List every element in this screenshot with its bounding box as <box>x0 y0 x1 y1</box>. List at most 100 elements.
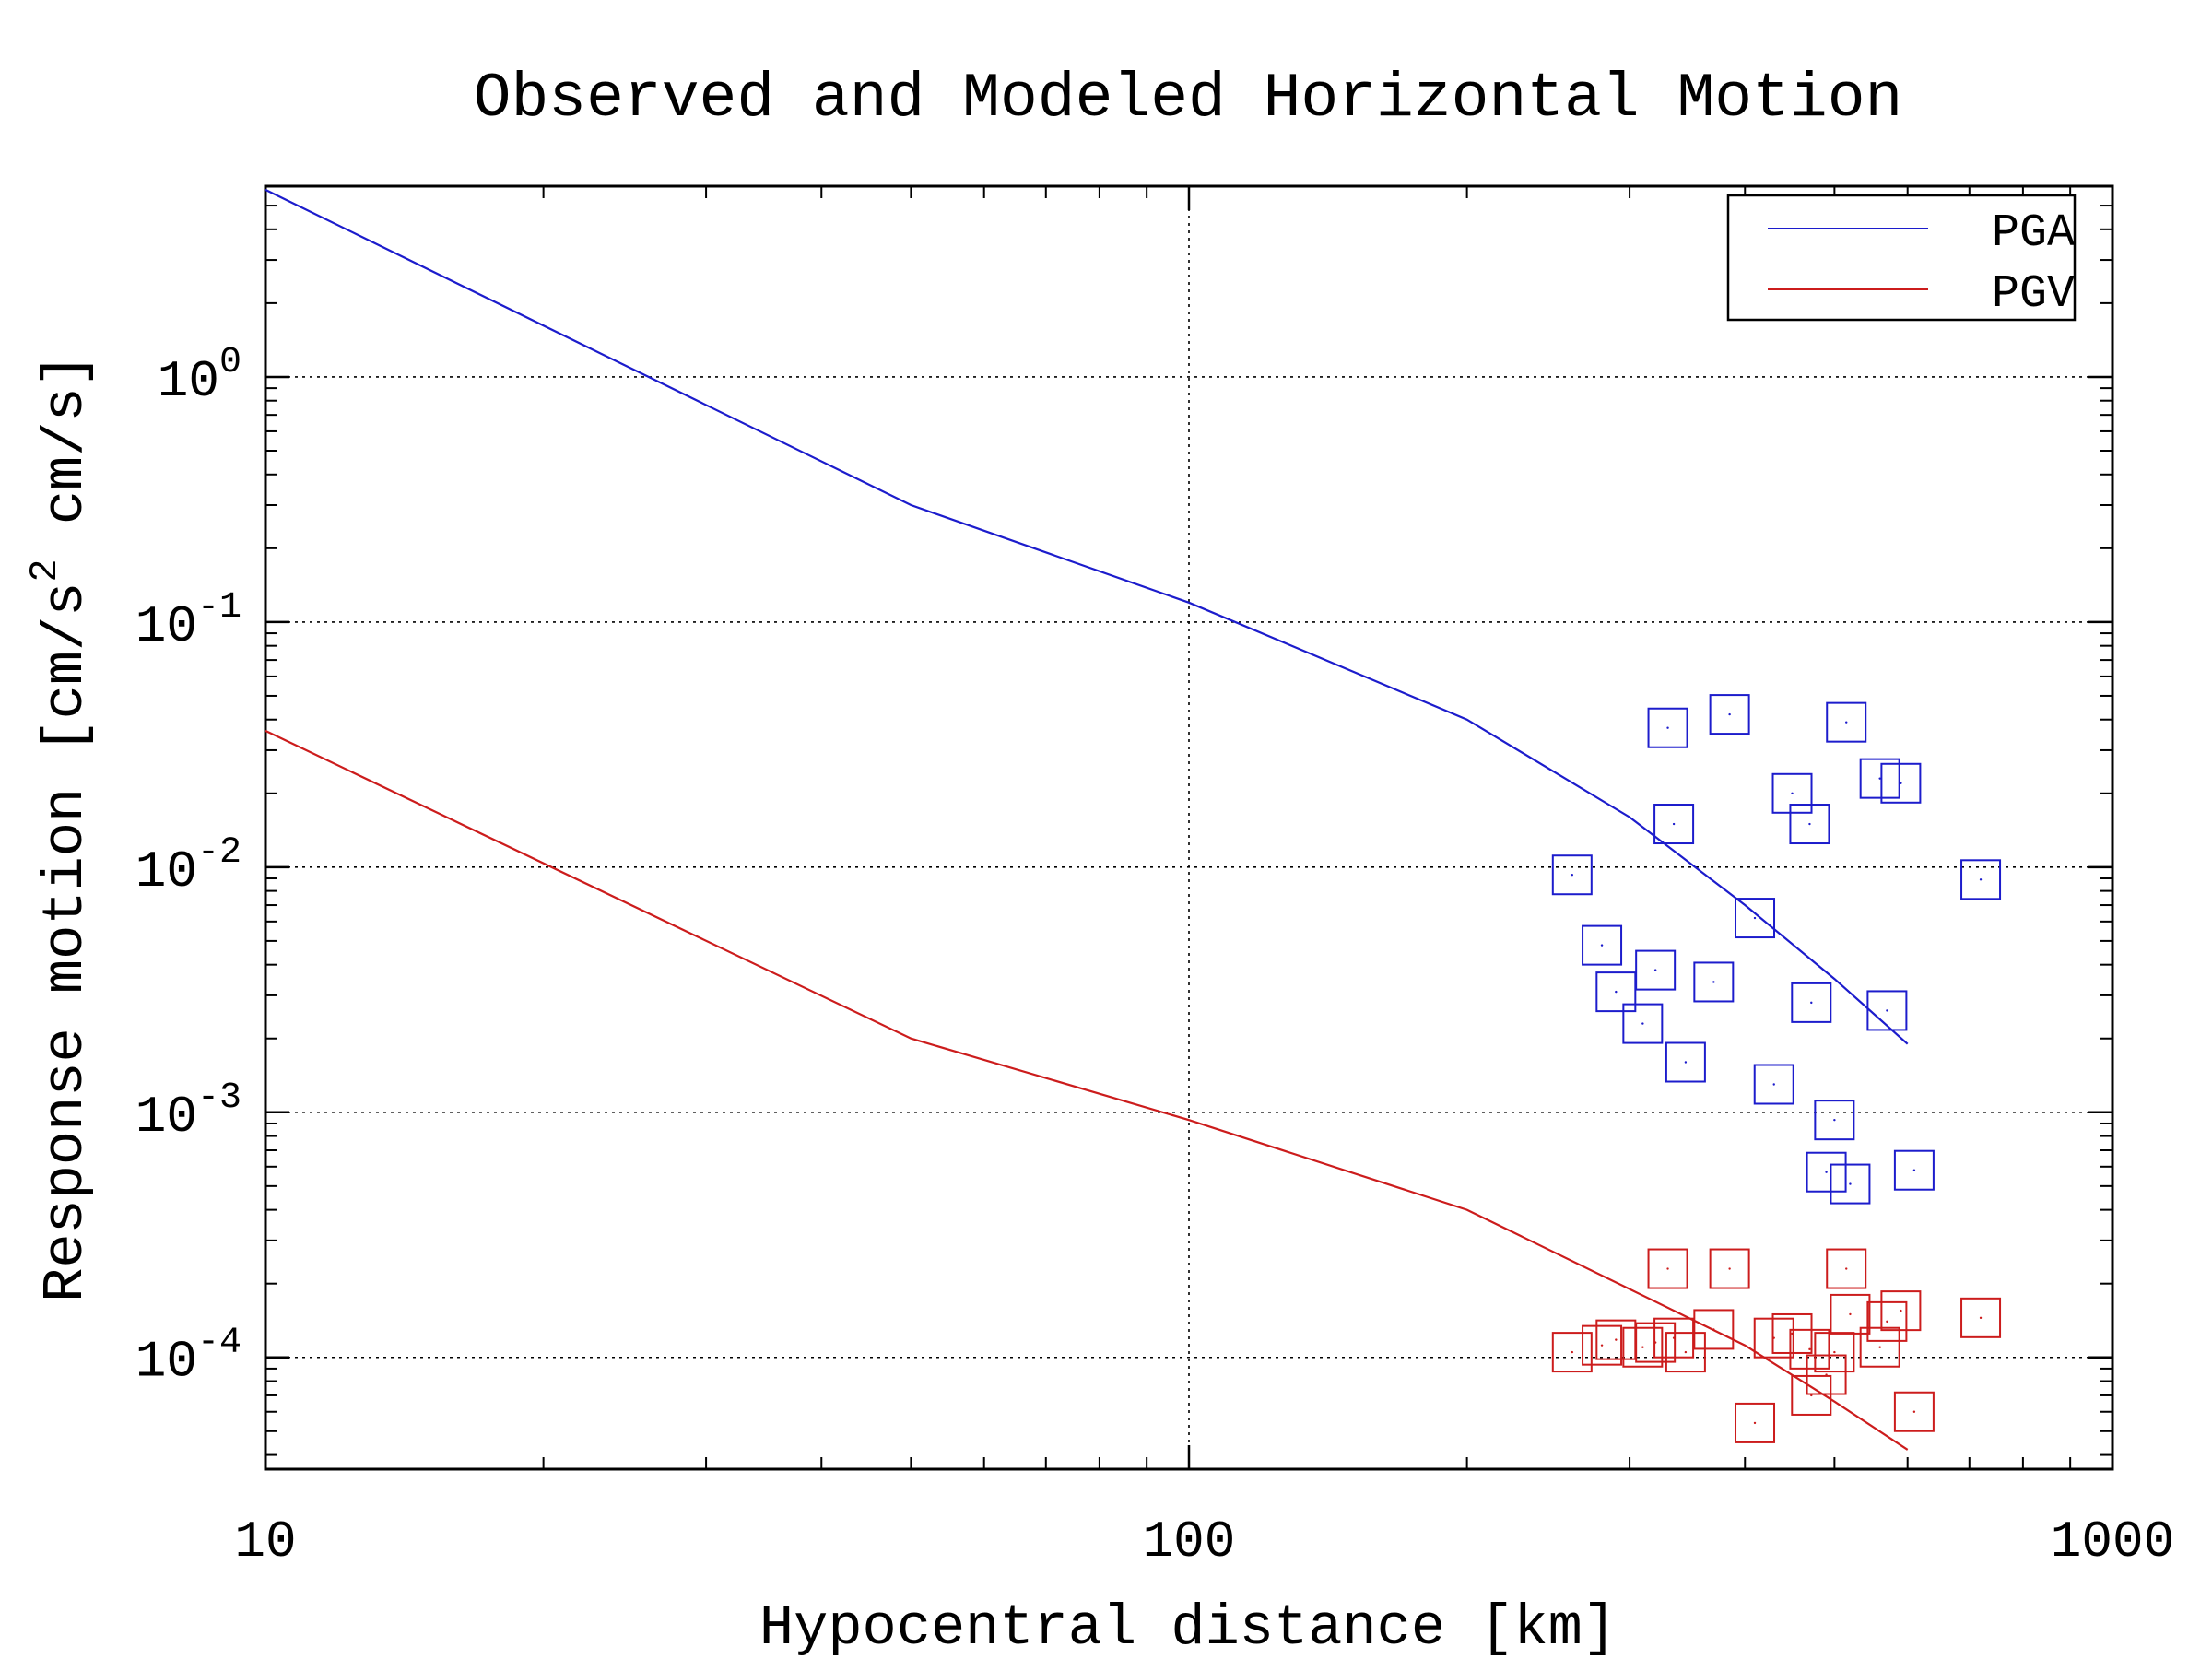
pga-observed-point <box>1900 782 1902 784</box>
pga-observed-point <box>1825 1171 1828 1173</box>
y-axis-label-main: Response motion [cm/s <box>33 582 99 1302</box>
pga-observed-point <box>1849 1182 1852 1185</box>
pgv-observed-point <box>1878 1346 1881 1348</box>
pgv-observed-point <box>1666 1267 1669 1270</box>
pgv-observed-point <box>1833 1350 1836 1354</box>
y-tick-label: 10-1 <box>135 587 241 656</box>
pgv-observed-marker <box>1960 1297 2002 1338</box>
pgv-observed-marker <box>1653 1317 1695 1359</box>
y-tick-label-exponent: -4 <box>197 1323 241 1364</box>
plot-area-frame <box>264 184 2114 1471</box>
pga-observed-point <box>1641 1022 1644 1025</box>
pga-observed-point <box>1712 981 1715 983</box>
y-tick-label-base: 10 <box>135 597 197 656</box>
pga-observed-marker <box>1826 701 1867 743</box>
pga-observed-marker <box>1771 772 1813 814</box>
pgv-observed-point <box>1886 1320 1888 1324</box>
model-curves <box>265 188 1909 1451</box>
y-axis-label: Response motion [cm/s2 cm/s] <box>23 353 99 1302</box>
y-tick-label-exponent: -2 <box>197 832 241 874</box>
x-tick-labels: 10 100 1000 <box>234 1512 2174 1571</box>
pga-observed-marker <box>1551 854 1593 896</box>
pga-observed-marker <box>1814 1100 1855 1141</box>
pgv-observed-marker <box>1791 1374 1832 1416</box>
pga-observed-marker <box>1880 762 1922 804</box>
pgv-observed-marker <box>1771 1312 1813 1354</box>
pgv-observed-marker <box>1866 1300 1908 1342</box>
pga-observed-marker <box>1806 1151 1847 1193</box>
pgv-observed-point <box>1900 1309 1902 1312</box>
y-tick-label-base: 10 <box>135 842 197 901</box>
pgv-observed-marker <box>1551 1332 1593 1373</box>
pgv-observed-marker <box>1893 1391 1935 1432</box>
x-tick-label: 10 <box>234 1512 296 1571</box>
pga-observed-point <box>1979 878 1983 881</box>
pga-observed-point <box>1833 1118 1836 1122</box>
y-tick-label-exponent: -1 <box>197 587 241 629</box>
pga-observed-point <box>1666 726 1669 729</box>
pgv-observed-point <box>1753 1421 1757 1425</box>
y-axis-label-unit: cm/s] <box>33 353 99 559</box>
pga-observed-marker <box>1830 1163 1871 1205</box>
pgv-observed-marker <box>1753 1317 1794 1359</box>
pga-observed-marker <box>1791 982 1832 1023</box>
pgv-observed-point <box>1791 1332 1794 1335</box>
pga-observed-marker <box>1753 1064 1794 1105</box>
pga-observed-marker <box>1653 804 1695 845</box>
pga-observed-marker <box>1859 758 1900 799</box>
legend: PGA PGV <box>1726 194 2077 322</box>
pga-observed-marker <box>1665 1041 1706 1083</box>
pga-observed-point <box>1912 1169 1916 1171</box>
pga-observed-point <box>1672 822 1676 826</box>
chart-title: Observed and Modeled Horizontal Motion <box>474 64 1903 135</box>
pgv-observed-point <box>1600 1344 1604 1347</box>
pgv-observed-point <box>1912 1410 1916 1413</box>
pgv-observed-point <box>1808 1347 1811 1351</box>
pgv-observed-marker <box>1647 1248 1688 1289</box>
pgv-observed-marker <box>1806 1354 1847 1395</box>
pga-observed-point <box>1571 874 1574 877</box>
pga-observed-point <box>1753 916 1757 920</box>
pga-observed-marker <box>1789 804 1830 845</box>
pgv-model-curve <box>265 729 1909 1451</box>
pga-observed-point <box>1653 969 1657 971</box>
pga-observed-point <box>1791 792 1794 794</box>
x-tick-label: 1000 <box>2051 1512 2174 1571</box>
y-tick-label: 10-4 <box>135 1323 241 1392</box>
pgv-observed-marker <box>1665 1332 1706 1373</box>
pgv-observed-point <box>1728 1267 1731 1270</box>
legend-label-pga: PGA <box>1992 207 2075 260</box>
pga-observed-point <box>1810 1001 1813 1005</box>
grid-lines <box>265 186 2112 1469</box>
pga-observed-marker <box>1582 924 1623 966</box>
pga-observed-marker <box>1866 990 1908 1031</box>
pgv-observed-marker <box>1789 1328 1830 1370</box>
x-axis-label: Hypocentral distance [km] <box>759 1595 1617 1659</box>
pgv-observed-marker <box>1622 1326 1664 1368</box>
pga-observed-point <box>1684 1061 1688 1064</box>
legend-box <box>1726 194 2077 322</box>
pgv-observed-marker <box>1693 1309 1735 1350</box>
pgv-observed-point <box>1979 1316 1983 1320</box>
observed-markers <box>1551 694 2002 1443</box>
y-tick-label-exponent: -3 <box>197 1077 241 1119</box>
pga-observed-point <box>1600 944 1604 947</box>
pgv-observed-marker <box>1880 1290 1922 1332</box>
y-tick-label-exponent: 0 <box>219 342 241 383</box>
y-tick-label: 10-3 <box>135 1077 241 1147</box>
pgv-observed-point <box>1684 1350 1688 1354</box>
pga-observed-point <box>1615 990 1618 994</box>
pga-observed-marker <box>1893 1149 1935 1191</box>
x-tick-label: 100 <box>1143 1512 1236 1571</box>
pgv-observed-marker <box>1709 1248 1750 1289</box>
y-tick-label-base: 10 <box>135 1333 197 1392</box>
pga-observed-point <box>1728 712 1731 716</box>
pga-observed-point <box>1772 1083 1775 1086</box>
pgv-observed-marker <box>1735 1402 1776 1443</box>
pgv-observed-marker <box>1859 1326 1900 1368</box>
y-tick-label-base: 10 <box>158 352 219 411</box>
pgv-observed-point <box>1825 1373 1828 1376</box>
pga-observed-point <box>1886 1009 1888 1012</box>
pga-model-curve <box>265 188 1909 1045</box>
